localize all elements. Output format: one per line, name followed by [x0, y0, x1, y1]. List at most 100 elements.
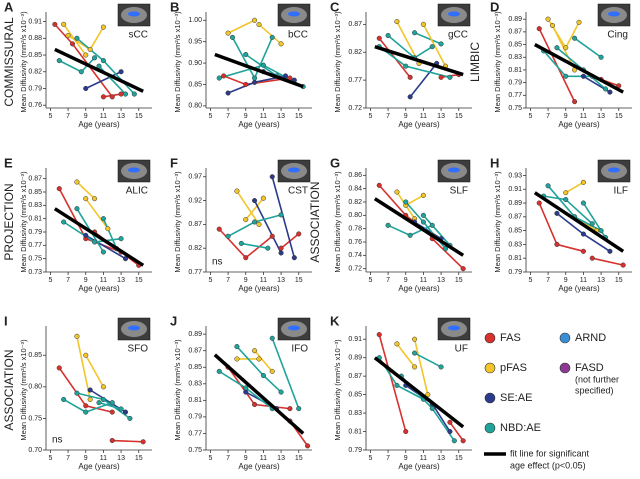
data-point	[252, 198, 258, 204]
data-point	[105, 226, 111, 232]
x-tick-label: 5	[368, 113, 372, 120]
data-point	[394, 341, 400, 347]
data-point	[74, 333, 80, 339]
x-tick-label: 15	[295, 277, 303, 284]
y-tick-label: 0.91	[508, 186, 522, 193]
y-tick-label: 0.72	[348, 105, 362, 112]
subject-line	[271, 337, 300, 409]
subject-line	[414, 31, 442, 45]
y-tick-label: 0.93	[508, 172, 522, 179]
y-tick-label: 0.89	[348, 355, 362, 362]
data-point	[216, 368, 222, 374]
y-tick-label: 0.91	[348, 336, 362, 343]
subject-line	[405, 194, 424, 207]
y-tick-label: 0.95	[188, 39, 202, 46]
legend-fit-label: fit line for significant	[510, 448, 590, 458]
data-point	[252, 75, 258, 81]
x-tick-label: 11	[260, 277, 267, 284]
group-label: COMMISSURAL	[2, 17, 16, 107]
y-tick-label: 0.75	[188, 447, 202, 454]
y-tick-label: 0.87	[188, 221, 202, 228]
data-point	[243, 217, 249, 223]
data-point	[122, 256, 129, 262]
data-point	[429, 405, 435, 412]
panel-letter: E	[4, 155, 13, 170]
data-point	[545, 183, 551, 189]
data-point	[589, 221, 595, 227]
data-point	[260, 62, 266, 68]
data-point	[394, 382, 400, 388]
y-tick-label: 0.92	[188, 197, 202, 204]
data-point	[460, 266, 466, 272]
data-point	[580, 200, 586, 206]
x-tick-label: 5	[528, 113, 532, 120]
subject-line	[241, 242, 268, 249]
legend-swatch	[559, 332, 571, 344]
subject-line	[271, 176, 296, 258]
data-point	[216, 226, 222, 232]
y-tick-label: 0.80	[28, 384, 42, 391]
data-point	[52, 21, 58, 27]
data-point	[403, 428, 409, 435]
y-tick-label: 0.79	[188, 414, 202, 421]
data-point	[256, 356, 262, 362]
x-tick-label: 7	[226, 455, 230, 462]
y-tick-label: 0.83	[508, 241, 522, 248]
data-point	[296, 231, 302, 237]
subject-line	[102, 218, 118, 249]
data-point	[61, 219, 67, 225]
y-tick-label: 0.85	[348, 391, 362, 398]
x-tick-label: 13	[437, 277, 445, 284]
y-tick-label: 0.85	[28, 352, 42, 359]
data-point	[225, 233, 231, 239]
subject-line	[112, 439, 144, 443]
data-point	[296, 406, 302, 412]
data-point	[260, 195, 266, 201]
y-tick-label: 0.88	[28, 35, 42, 42]
data-point	[563, 190, 569, 196]
region-label: gCC	[448, 30, 468, 41]
x-tick-label: 11	[100, 277, 107, 284]
y-tick-label: 0.85	[188, 364, 202, 371]
data-point	[376, 35, 382, 41]
data-point	[87, 46, 93, 53]
x-tick-label: 9	[404, 455, 408, 462]
data-point	[620, 262, 626, 268]
y-tick-label: 0.81	[348, 428, 362, 435]
data-point	[598, 54, 604, 60]
y-axis-label: Mean Diffusivity (mm²/s x10⁻³)	[173, 11, 182, 113]
legend-label: FAS	[500, 332, 521, 344]
data-point	[83, 352, 89, 358]
subject-line	[258, 23, 282, 45]
data-point	[243, 255, 249, 261]
y-tick-label: 0.77	[28, 242, 42, 249]
data-point	[225, 90, 231, 96]
tract-highlight	[288, 11, 300, 17]
x-axis-label: Age (years)	[558, 120, 600, 129]
subject-line	[85, 71, 122, 90]
data-point	[385, 222, 391, 228]
data-point	[100, 249, 106, 255]
x-tick-label: 9	[244, 455, 248, 462]
x-tick-label: 15	[135, 113, 143, 120]
data-point	[256, 221, 262, 227]
data-point	[572, 35, 578, 41]
data-point	[234, 344, 240, 350]
x-axis-label: Age (years)	[398, 120, 440, 129]
data-point	[442, 246, 449, 252]
region-label: CST	[288, 186, 308, 197]
x-tick-label: 13	[277, 277, 285, 284]
y-tick-label: 0.75	[28, 415, 42, 422]
y-tick-label: 0.80	[188, 103, 202, 110]
legend-note: specified)	[575, 385, 614, 395]
data-point	[100, 216, 106, 222]
panel-letter: I	[4, 313, 8, 328]
data-point	[563, 45, 569, 51]
tract-highlight	[448, 325, 460, 331]
data-point	[92, 239, 98, 245]
x-tick-label: 15	[295, 455, 303, 462]
data-point	[100, 24, 106, 30]
x-tick-label: 13	[117, 455, 125, 462]
y-axis-label: Mean Diffusivity (mm²/s x10⁻³)	[19, 11, 28, 113]
